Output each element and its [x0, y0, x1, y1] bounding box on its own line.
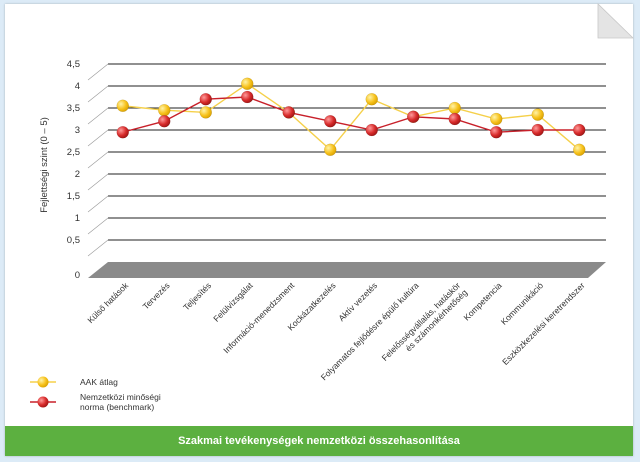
chart-floor [88, 262, 606, 278]
data-point [490, 112, 503, 126]
data-point [116, 125, 129, 139]
x-category-label: Kommunikáció [499, 280, 546, 327]
x-category-line: Aktív vezetés [336, 280, 379, 323]
data-point [365, 92, 378, 106]
y-tick-label: 2 [75, 169, 80, 180]
x-category-line: Kompetencia [462, 280, 504, 322]
data-point [573, 143, 586, 157]
gridline-depth [87, 173, 109, 191]
y-tick-label: 1,5 [67, 191, 80, 202]
data-point [282, 106, 295, 119]
data-point [531, 123, 544, 137]
footer-title: Szakmai tevékenységek nemzetközi összeha… [5, 426, 633, 456]
data-point [573, 123, 586, 137]
gridline-depth [87, 151, 109, 169]
legend-marker-benchmark [37, 396, 49, 408]
data-point [490, 125, 503, 139]
gridline-depth [87, 217, 109, 235]
y-tick-label: 4 [75, 81, 80, 92]
x-category-label: Tervezés [141, 280, 172, 311]
x-category-line: Külső hatások [85, 280, 130, 325]
gridlines [87, 63, 606, 257]
data-point [448, 101, 461, 115]
x-category-line: Felülvizsgálat [211, 280, 255, 324]
y-tick-label: 3 [75, 125, 80, 136]
x-category-label: Felülvizsgálat [211, 280, 255, 324]
data-point [241, 77, 254, 91]
gridline-depth [87, 85, 109, 103]
legend-label-benchmark-line2: norma (benchmark) [80, 402, 154, 412]
data-point [158, 114, 171, 128]
legend-label-benchmark-line1: Nemzetközi minőségi [80, 392, 161, 402]
series-line [122, 82, 580, 151]
x-category-line: Teljesítés [181, 280, 213, 312]
gridline-depth [87, 239, 109, 257]
x-category-label: Teljesítés [181, 280, 213, 312]
data-point [531, 108, 544, 121]
series-layer [116, 77, 586, 157]
y-tick-label: 2,5 [67, 147, 80, 158]
x-category-line: és számonkérhetőség [403, 287, 469, 353]
chart-card [5, 4, 633, 456]
gridline-depth [87, 129, 109, 147]
y-tick-label: 1 [75, 213, 80, 224]
gridline-depth [87, 107, 109, 125]
data-point [158, 103, 171, 117]
data-point [241, 90, 254, 104]
x-category-line: Eszközkezelési keretrendszer [500, 280, 587, 367]
gridline-depth [87, 195, 109, 213]
data-point [199, 92, 212, 106]
legend-label-aak: AAK átlag [80, 377, 118, 387]
data-point [116, 99, 129, 113]
x-axis-categories: Külső hatások Tervezés TeljesítésFelülvizs… [85, 280, 586, 382]
y-tick-label: 0 [75, 270, 80, 281]
x-category-label: Külső hatások [85, 280, 130, 325]
data-point [365, 123, 378, 137]
series-line [122, 96, 580, 133]
x-category-label: Kompetencia [462, 280, 504, 322]
data-point [448, 112, 461, 126]
x-category-label: Aktív vezetés [336, 280, 379, 323]
y-tick-label: 4,5 [67, 59, 80, 70]
data-point [324, 114, 337, 128]
x-category-line: Tervezés [141, 280, 172, 311]
y-axis-ticks: 0 0,5 1 1,5 2 2,5 3 3,5 4 4,5 [67, 59, 80, 281]
x-category-label: Eszközkezelési keretrendszer [500, 280, 587, 367]
y-axis-label: Fejlettségi szint (0 – 5) [39, 117, 50, 213]
legend: AAK átlag Nemzetközi minőségi norma (ben… [30, 376, 163, 412]
page-fold-shade [597, 3, 634, 39]
data-point [324, 143, 337, 157]
legend-marker-aak [37, 376, 49, 388]
data-point [199, 106, 212, 119]
x-category-line: Kommunikáció [499, 280, 546, 327]
x-category-line: Információ-menedzsment [221, 280, 296, 355]
gridline-depth [87, 63, 109, 81]
y-tick-label: 3,5 [67, 103, 80, 114]
x-category-label: Információ-menedzsment [221, 280, 296, 355]
legend-label-benchmark: Nemzetközi minőségi norma (benchmark) [80, 392, 163, 412]
y-tick-label: 0,5 [67, 235, 80, 246]
data-point [407, 110, 420, 124]
x-category-line: Felelősségvállalás, hatáskör [380, 280, 463, 363]
